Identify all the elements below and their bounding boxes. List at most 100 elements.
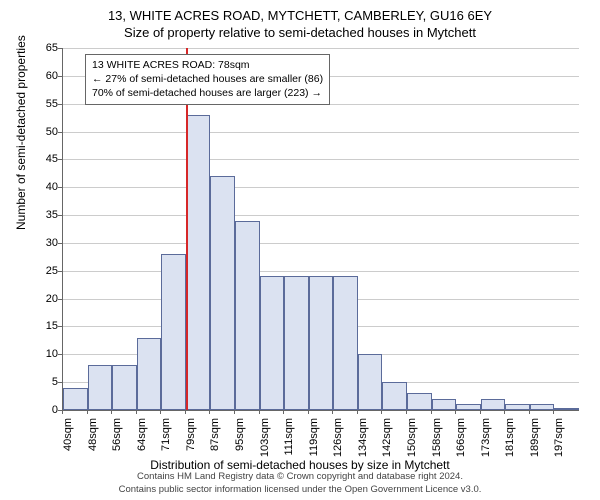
histogram-bar [210,176,235,410]
x-tick-label: 181sqm [504,418,516,458]
histogram-bar [186,115,211,410]
footer-line2: Contains public sector information licen… [0,484,600,496]
x-tick-label: 87sqm [209,418,221,458]
y-tick-mark [58,76,62,77]
x-tick-mark [283,410,284,414]
x-tick-mark [209,410,210,414]
x-tick-label: 158sqm [431,418,443,458]
y-tick-label: 65 [42,42,58,54]
y-tick-label: 45 [42,153,58,165]
y-tick-label: 35 [42,209,58,221]
histogram-bar [284,276,309,410]
histogram-bar [235,221,260,410]
histogram-bar [530,404,555,410]
histogram-bar [112,365,137,410]
x-tick-label: 173sqm [480,418,492,458]
x-tick-mark [160,410,161,414]
x-tick-label: 189sqm [529,418,541,458]
histogram-bar [88,365,113,410]
y-tick-label: 15 [42,320,58,332]
y-tick-label: 40 [42,181,58,193]
histogram-bar [554,408,579,410]
y-tick-label: 60 [42,70,58,82]
x-tick-mark [406,410,407,414]
gridline [63,48,579,49]
x-tick-label: 150sqm [406,418,418,458]
y-tick-label: 55 [42,98,58,110]
y-tick-mark [58,243,62,244]
x-tick-label: 103sqm [259,418,271,458]
y-tick-mark [58,215,62,216]
x-tick-label: 166sqm [455,418,467,458]
x-tick-mark [480,410,481,414]
gridline [63,187,579,188]
chart-title-sub: Size of property relative to semi-detach… [0,23,600,40]
y-tick-mark [58,326,62,327]
y-tick-label: 25 [42,265,58,277]
histogram-bar [456,404,481,410]
x-tick-label: 111sqm [283,418,295,458]
x-tick-mark [357,410,358,414]
y-tick-mark [58,299,62,300]
y-tick-mark [58,271,62,272]
x-tick-label: 79sqm [185,418,197,458]
x-axis-label: Distribution of semi-detached houses by … [0,458,600,472]
gridline [63,215,579,216]
x-tick-mark [381,410,382,414]
gridline [63,159,579,160]
y-tick-label: 50 [42,126,58,138]
x-tick-mark [553,410,554,414]
y-axis-label: Number of semi-detached properties [14,35,28,230]
histogram-bar [481,399,506,410]
y-tick-mark [58,354,62,355]
y-tick-label: 20 [42,293,58,305]
annotation-line3: 70% of semi-detached houses are larger (… [92,86,323,100]
x-tick-label: 40sqm [62,418,74,458]
x-tick-label: 64sqm [136,418,148,458]
y-tick-mark [58,187,62,188]
y-tick-mark [58,132,62,133]
histogram-bar [505,404,530,410]
annotation-box: 13 WHITE ACRES ROAD: 78sqm ← 27% of semi… [85,54,330,105]
x-tick-mark [455,410,456,414]
y-tick-mark [58,48,62,49]
x-tick-mark [185,410,186,414]
x-tick-label: 134sqm [357,418,369,458]
histogram-bar [358,354,383,410]
y-tick-mark [58,159,62,160]
y-tick-label: 5 [42,376,58,388]
y-tick-label: 10 [42,348,58,360]
histogram-bar [382,382,407,410]
x-tick-label: 126sqm [332,418,344,458]
y-tick-label: 0 [42,404,58,416]
gridline [63,243,579,244]
histogram-bar [333,276,358,410]
x-tick-mark [504,410,505,414]
x-tick-label: 119sqm [308,418,320,458]
chart-title-main: 13, WHITE ACRES ROAD, MYTCHETT, CAMBERLE… [0,0,600,23]
x-tick-mark [136,410,137,414]
gridline [63,271,579,272]
x-tick-mark [87,410,88,414]
histogram-bar [407,393,432,410]
x-tick-label: 197sqm [553,418,565,458]
x-tick-label: 56sqm [111,418,123,458]
histogram-bar [260,276,285,410]
chart-container: 13, WHITE ACRES ROAD, MYTCHETT, CAMBERLE… [0,0,600,500]
x-tick-label: 95sqm [234,418,246,458]
x-tick-mark [259,410,260,414]
histogram-bar [432,399,457,410]
y-tick-mark [58,382,62,383]
x-tick-label: 71sqm [160,418,172,458]
footer: Contains HM Land Registry data © Crown c… [0,471,600,496]
y-tick-label: 30 [42,237,58,249]
x-tick-mark [431,410,432,414]
x-tick-mark [62,410,63,414]
gridline [63,132,579,133]
histogram-bar [161,254,186,410]
x-tick-label: 142sqm [381,418,393,458]
x-tick-mark [332,410,333,414]
annotation-line1: 13 WHITE ACRES ROAD: 78sqm [92,58,323,72]
x-tick-mark [234,410,235,414]
y-tick-mark [58,104,62,105]
